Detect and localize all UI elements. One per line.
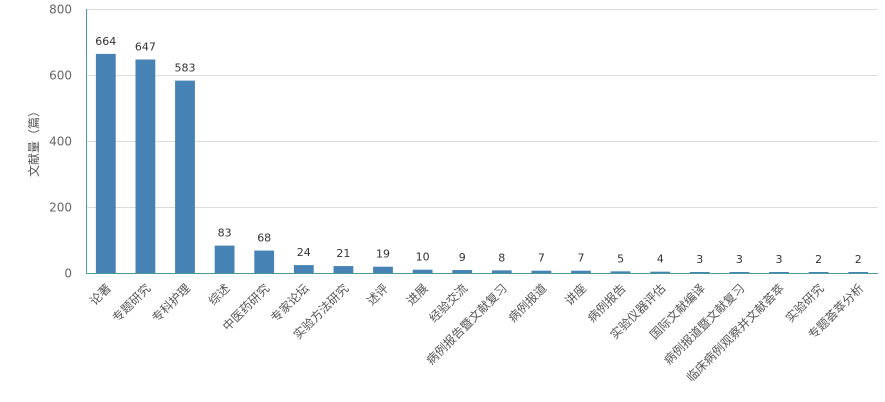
y-tick-label: 400: [49, 135, 72, 149]
bar[interactable]: [333, 266, 354, 273]
data-label: 8: [498, 251, 505, 264]
x-tick-label: 讲座: [562, 281, 590, 309]
data-label: 10: [416, 251, 430, 264]
data-label: 583: [175, 62, 196, 75]
y-tick-label: 600: [49, 69, 72, 83]
bar[interactable]: [95, 53, 116, 273]
x-tick-label: 综述: [206, 281, 233, 308]
bar[interactable]: [610, 271, 631, 273]
data-label: 7: [578, 252, 585, 265]
data-label: 24: [297, 246, 311, 259]
data-label: 647: [135, 40, 156, 53]
bar[interactable]: [531, 270, 552, 273]
data-label: 9: [459, 251, 466, 264]
bar[interactable]: [848, 272, 869, 273]
bars: [95, 53, 869, 273]
data-label: 5: [617, 252, 624, 265]
bar[interactable]: [650, 271, 671, 273]
bar[interactable]: [769, 272, 789, 273]
x-tick-label: 病例报道: [505, 281, 550, 326]
data-label: 19: [376, 248, 390, 261]
data-label: 3: [776, 253, 783, 266]
y-tick-label: 0: [64, 267, 72, 281]
data-label: 68: [257, 232, 271, 245]
bar[interactable]: [689, 272, 710, 273]
bar[interactable]: [571, 270, 591, 273]
x-tick-label: 述评: [364, 281, 391, 308]
bar[interactable]: [254, 250, 275, 273]
data-label: 4: [657, 253, 664, 266]
bar[interactable]: [452, 270, 473, 273]
data-label: 3: [696, 253, 703, 266]
x-tick-label: 论著: [87, 281, 114, 308]
bar[interactable]: [412, 269, 433, 273]
bar[interactable]: [491, 270, 512, 273]
bar[interactable]: [729, 272, 750, 273]
data-label: 3: [736, 253, 743, 266]
data-label: 2: [815, 253, 822, 266]
bar[interactable]: [175, 80, 195, 273]
bar[interactable]: [293, 265, 314, 273]
axes: 0 200 400 600 800: [49, 3, 878, 281]
data-label: 2: [855, 253, 862, 266]
x-tick-label: 专科护理: [149, 281, 194, 326]
y-axis-title: 文献量（篇）: [26, 105, 41, 177]
bar[interactable]: [808, 272, 829, 273]
gridlines: [86, 9, 878, 208]
x-tick-label: 专题研究: [109, 281, 154, 326]
data-label: 83: [218, 227, 232, 240]
data-label: 7: [538, 252, 545, 265]
y-tick-label: 200: [49, 201, 72, 215]
data-label: 21: [336, 247, 350, 260]
bar[interactable]: [214, 245, 235, 273]
data-label: 664: [95, 35, 116, 48]
data-labels: 664 647 583 83 68 24 21 19 10 9 8 7 7 5 4 3 3 3 2 2: [95, 35, 861, 266]
bar[interactable]: [373, 266, 393, 273]
y-tick-label: 800: [49, 3, 72, 17]
bar[interactable]: [135, 59, 156, 273]
x-tick-label: 进展: [404, 281, 431, 308]
